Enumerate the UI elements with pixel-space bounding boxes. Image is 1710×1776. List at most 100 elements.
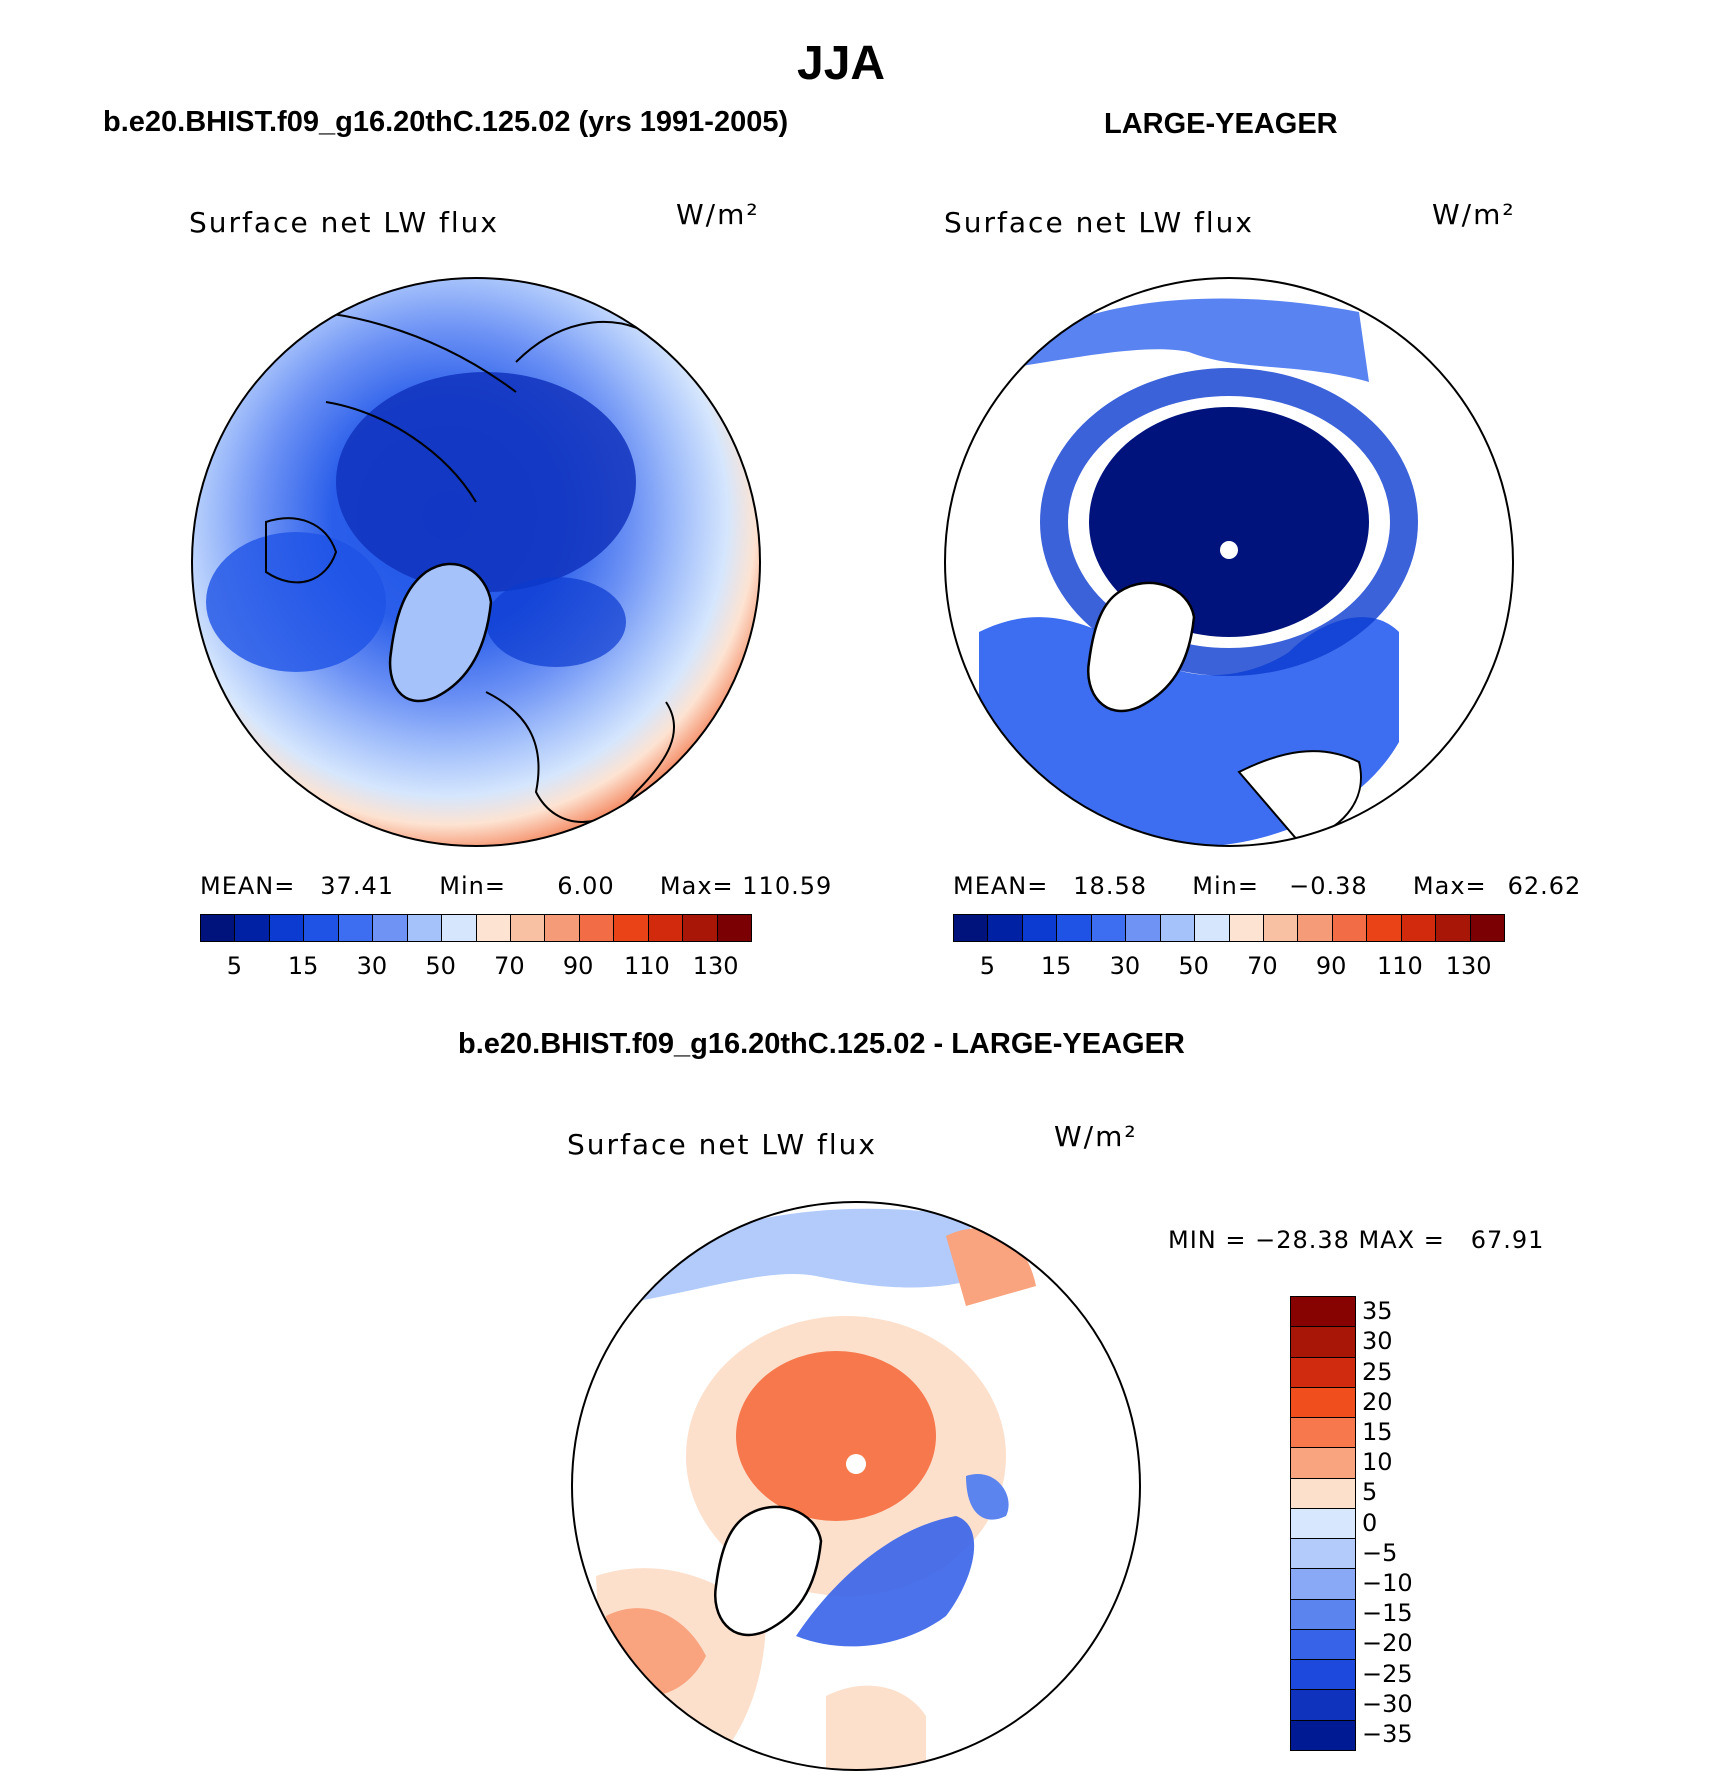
obs-units: W/m² — [1432, 198, 1516, 231]
model-min-label: Min= — [439, 872, 506, 900]
colorbar-tick-label: 30 — [1362, 1327, 1393, 1356]
colorbar-tick-label: −25 — [1362, 1659, 1413, 1688]
colorbar-swatch — [1291, 1418, 1355, 1449]
colorbar-tick-label: 110 — [1376, 952, 1423, 980]
colorbar-tick-label: −35 — [1362, 1719, 1413, 1748]
colorbar-swatch — [1160, 915, 1196, 941]
colorbar-swatch — [304, 915, 339, 941]
diff-pacific-blue — [606, 1208, 986, 1306]
model-colorbar-labels: 5 15 30 50 70 90 110 130 — [200, 952, 750, 980]
north-pole-dot — [1220, 541, 1238, 559]
colorbar-tick-label: 90 — [562, 952, 594, 980]
colorbar-swatch — [269, 915, 305, 941]
diff-colorbar-labels: 35 30 25 20 15 10 5 0 −5 −10 −15 −20 −25 −30 −35 — [1362, 1296, 1422, 1749]
colorbar-tick-label: 10 — [1362, 1448, 1393, 1477]
obs-field-title: Surface net LW flux — [944, 206, 1254, 239]
obs-arctic-core — [1089, 407, 1369, 637]
colorbar-tick-label: 30 — [356, 952, 388, 980]
colorbar-tick-label: −30 — [1362, 1689, 1413, 1718]
model-max-value: 110.59 — [742, 872, 833, 900]
diff-colorbar — [1290, 1296, 1356, 1751]
colorbar-tick-label: 30 — [1109, 952, 1141, 980]
colorbar-swatch — [1291, 1508, 1355, 1540]
colorbar-tick-label: 90 — [1315, 952, 1347, 980]
colorbar-swatch — [1291, 1690, 1355, 1721]
colorbar-swatch — [235, 915, 270, 941]
colorbar-swatch — [648, 915, 684, 941]
colorbar-tick-label: −10 — [1362, 1568, 1413, 1597]
colorbar-swatch — [1291, 1599, 1355, 1630]
colorbar-tick-label: −20 — [1362, 1629, 1413, 1658]
colorbar-tick-label: 70 — [1247, 952, 1278, 980]
colorbar-tick-label: 110 — [623, 952, 670, 980]
colorbar-tick-label: 15 — [1040, 952, 1072, 980]
colorbar-swatch — [1291, 1720, 1355, 1750]
model-case-title: b.e20.BHIST.f09_g16.20thC.125.02 (yrs 19… — [103, 106, 789, 138]
colorbar-swatch — [476, 915, 511, 941]
obs-colorbar — [953, 914, 1505, 942]
colorbar-swatch — [1291, 1478, 1355, 1509]
obs-min-value: −0.38 — [1289, 872, 1368, 900]
colorbar-swatch — [1229, 915, 1264, 941]
obs-case-title: LARGE-YEAGER — [1104, 108, 1338, 140]
colorbar-swatch — [442, 915, 477, 941]
colorbar-swatch — [407, 915, 443, 941]
colorbar-swatch — [1332, 915, 1368, 941]
obs-min-label: Min= — [1192, 872, 1259, 900]
obs-stats: MEAN= 18.58 Min= −0.38 Max= 62.62 — [953, 872, 1581, 900]
obs-polar-map — [944, 277, 1514, 847]
model-mean-label: MEAN= — [200, 872, 296, 900]
colorbar-tick-label: 130 — [1445, 952, 1492, 980]
colorbar-swatch — [1291, 1660, 1355, 1691]
model-min-value: 6.00 — [557, 872, 615, 900]
obs-greenland-land — [1087, 581, 1196, 713]
colorbar-swatch — [1291, 1539, 1355, 1570]
colorbar-swatch — [1367, 915, 1402, 941]
colorbar-tick-label: 70 — [494, 952, 525, 980]
colorbar-tick-label: 50 — [425, 952, 456, 980]
colorbar-swatch — [1291, 1327, 1355, 1358]
colorbar-swatch — [717, 915, 751, 941]
obs-mean-label: MEAN= — [953, 872, 1049, 900]
model-field-title: Surface net LW flux — [189, 206, 499, 239]
colorbar-swatch — [954, 915, 989, 941]
obs-max-value: 62.62 — [1507, 872, 1582, 900]
colorbar-tick-label: 50 — [1178, 952, 1209, 980]
colorbar-tick-label: 5 — [226, 952, 243, 980]
colorbar-tick-label: 130 — [692, 952, 739, 980]
diff-atlantic-cool — [796, 1516, 975, 1647]
colorbar-swatch — [1401, 915, 1437, 941]
model-colorbar — [200, 914, 752, 942]
colorbar-tick-label: 35 — [1362, 1297, 1393, 1326]
colorbar-tick-label: −5 — [1362, 1538, 1398, 1567]
colorbar-swatch — [1126, 915, 1161, 941]
colorbar-swatch — [614, 915, 649, 941]
main-title: JJA — [797, 37, 886, 90]
diff-stats: MIN = −28.38 MAX = 67.91 — [1168, 1226, 1545, 1254]
obs-max-label: Max= — [1412, 872, 1487, 900]
diff-units: W/m² — [1054, 1120, 1138, 1153]
colorbar-swatch — [1291, 1387, 1355, 1419]
colorbar-tick-label: 25 — [1362, 1357, 1393, 1386]
colorbar-swatch — [510, 915, 546, 941]
obs-mean-value: 18.58 — [1073, 872, 1147, 900]
colorbar-tick-label: 20 — [1362, 1387, 1393, 1416]
colorbar-swatch — [201, 915, 236, 941]
colorbar-tick-label: −15 — [1362, 1599, 1413, 1628]
colorbar-swatch — [683, 915, 718, 941]
colorbar-tick-label: 5 — [979, 952, 996, 980]
colorbar-tick-label: 15 — [287, 952, 319, 980]
colorbar-swatch — [1291, 1448, 1355, 1479]
colorbar-swatch — [1291, 1629, 1355, 1661]
model-mean-value: 37.41 — [320, 872, 394, 900]
model-max-label: Max= — [659, 872, 734, 900]
colorbar-swatch — [1291, 1569, 1355, 1600]
colorbar-swatch — [1195, 915, 1230, 941]
model-greenland-land — [388, 562, 493, 703]
colorbar-swatch — [1436, 915, 1471, 941]
colorbar-swatch — [1291, 1357, 1355, 1388]
colorbar-swatch — [1091, 915, 1127, 941]
colorbar-swatch — [338, 915, 374, 941]
model-polar-map — [191, 277, 761, 847]
colorbar-tick-label: 5 — [1362, 1478, 1378, 1507]
